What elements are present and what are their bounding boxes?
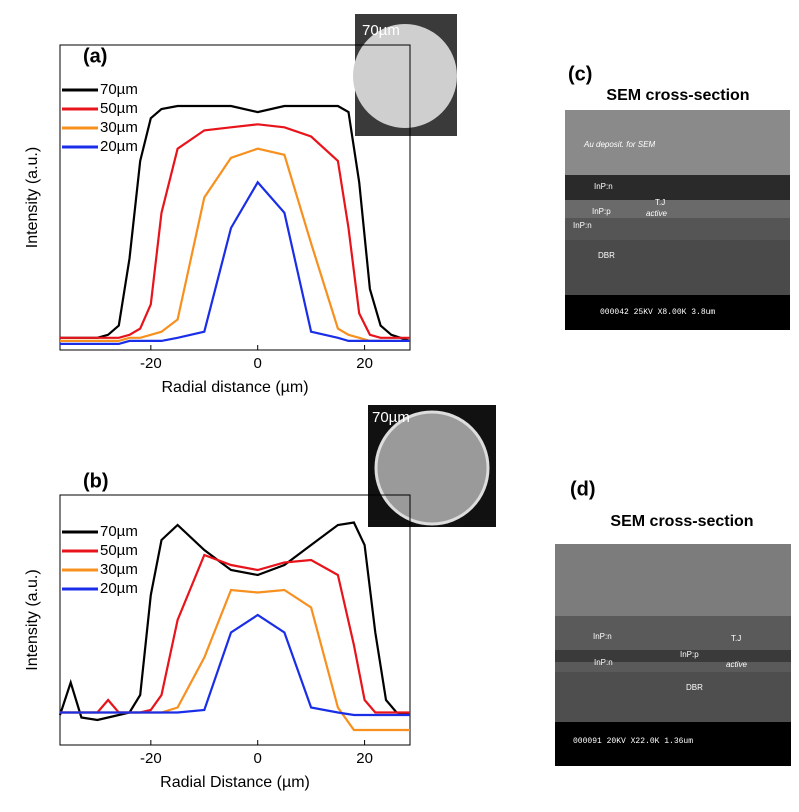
chart-title: (b)	[83, 470, 109, 492]
inset-label: 70µm	[372, 409, 410, 426]
series-line	[60, 553, 410, 714]
sem-text: active	[726, 660, 747, 669]
series-line	[60, 123, 410, 339]
series-line	[60, 104, 411, 342]
sem-text: InP:p	[680, 650, 699, 659]
sem-text: DBR	[686, 683, 703, 692]
inset-a: 70µm	[353, 14, 457, 136]
sem-text: T.J	[655, 198, 665, 207]
panel-label: (c)	[568, 63, 592, 85]
plot-frame	[59, 494, 411, 746]
sem-image-c: Au deposit. for SEM InP:n T.J active InP…	[565, 110, 790, 330]
sem-text: InP:p	[592, 207, 611, 216]
sem-text: 000042 25KV X8.00K 3.8um	[600, 308, 715, 317]
sem-text: Au deposit. for SEM	[583, 140, 655, 149]
legend-label: 30µm	[100, 119, 138, 136]
legend-label: 50µm	[100, 100, 138, 117]
sem-image-d: InP:n T.J InP:p active InP:n DBR 000091 …	[555, 544, 791, 766]
sem-text: InP:n	[593, 632, 612, 641]
x-tick-label: 0	[254, 355, 262, 372]
legend-label: 70µm	[100, 81, 138, 98]
plot-frame	[59, 44, 411, 351]
sem-text: DBR	[598, 251, 615, 260]
sem-text: active	[646, 209, 667, 218]
legend-label: 20µm	[100, 580, 138, 597]
x-tick-label: -20	[140, 750, 162, 767]
sem-text: InP:n	[573, 221, 592, 230]
panel-title: SEM cross-section	[606, 87, 749, 104]
x-tick-label: 0	[254, 750, 262, 767]
sem-text: 000091 20KV X22.0K 1.36um	[573, 737, 693, 746]
legend-label: 20µm	[100, 138, 138, 155]
inset-label: 70µm	[362, 22, 400, 39]
x-tick-label: -20	[140, 355, 162, 372]
y-axis-label: Intensity (a.u.)	[24, 569, 41, 670]
legend-label: 70µm	[100, 523, 138, 540]
x-tick-label: 20	[356, 355, 373, 372]
x-axis-label: Radial Distance (µm)	[160, 774, 310, 791]
y-axis-label: Intensity (a.u.)	[24, 147, 41, 248]
inset-b: 70µm	[368, 405, 496, 527]
chart-title: (a)	[83, 45, 107, 67]
series-line	[60, 180, 410, 345]
panel-title: SEM cross-section	[610, 513, 753, 530]
sem-text: InP:n	[594, 182, 613, 191]
sem-text: T.J	[731, 634, 741, 643]
x-axis-label: Radial distance (µm)	[161, 379, 308, 396]
legend-label: 30µm	[100, 561, 138, 578]
legend-label: 50µm	[100, 542, 138, 559]
series-line	[58, 521, 411, 722]
sem-text: InP:n	[594, 658, 613, 667]
x-tick-label: 20	[356, 750, 373, 767]
series-line	[60, 613, 410, 717]
panel-label: (d)	[570, 478, 596, 500]
